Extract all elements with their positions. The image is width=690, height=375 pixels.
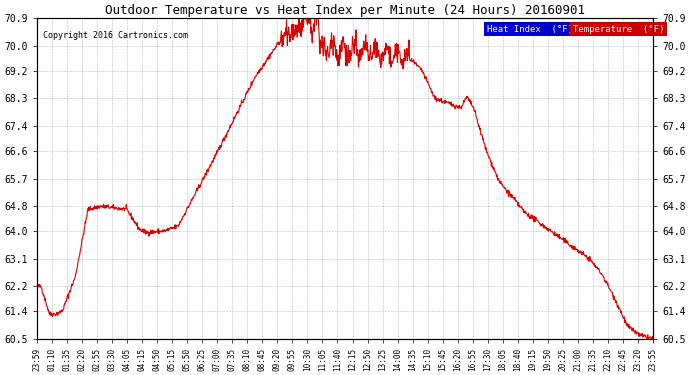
Title: Outdoor Temperature vs Heat Index per Minute (24 Hours) 20160901: Outdoor Temperature vs Heat Index per Mi… <box>105 4 585 17</box>
Text: Temperature  (°F): Temperature (°F) <box>573 25 664 34</box>
Text: Copyright 2016 Cartronics.com: Copyright 2016 Cartronics.com <box>43 31 188 40</box>
Text: Heat Index  (°F): Heat Index (°F) <box>487 25 573 34</box>
